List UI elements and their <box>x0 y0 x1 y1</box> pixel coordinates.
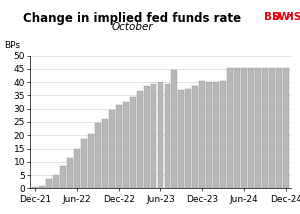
Text: October: October <box>111 22 153 33</box>
Bar <box>276 68 282 188</box>
Bar <box>248 68 254 188</box>
Bar <box>185 89 191 188</box>
Bar <box>269 68 275 188</box>
Bar <box>102 119 108 188</box>
Bar <box>88 134 94 188</box>
Text: Change in implied fed funds rate: Change in implied fed funds rate <box>23 12 241 25</box>
Bar <box>46 179 52 188</box>
Bar <box>213 82 219 188</box>
Text: BPs: BPs <box>4 41 20 50</box>
Bar <box>158 82 164 188</box>
Bar <box>234 68 240 188</box>
Bar <box>144 86 149 188</box>
Bar <box>164 83 170 188</box>
Bar <box>178 90 184 188</box>
Bar <box>130 97 136 188</box>
Bar <box>136 91 142 188</box>
Text: ↗: ↗ <box>284 12 292 22</box>
Bar <box>255 68 261 188</box>
Bar <box>172 70 177 188</box>
Bar <box>200 81 205 188</box>
Bar <box>81 139 87 188</box>
Bar <box>241 68 247 188</box>
Bar <box>67 158 73 188</box>
Bar <box>74 149 80 188</box>
Bar <box>220 81 226 188</box>
Text: BD: BD <box>264 12 280 22</box>
Bar <box>95 123 101 188</box>
Bar <box>39 186 45 188</box>
Bar <box>60 166 66 188</box>
Bar <box>192 86 198 188</box>
Bar <box>283 68 289 188</box>
Bar <box>32 187 38 188</box>
Bar <box>206 82 212 188</box>
Bar <box>116 105 122 188</box>
Bar <box>262 68 268 188</box>
Bar <box>123 102 129 188</box>
Bar <box>227 68 233 188</box>
Text: SWISS: SWISS <box>271 12 300 22</box>
Bar <box>53 175 59 188</box>
Bar <box>109 110 115 188</box>
Bar <box>151 83 157 188</box>
